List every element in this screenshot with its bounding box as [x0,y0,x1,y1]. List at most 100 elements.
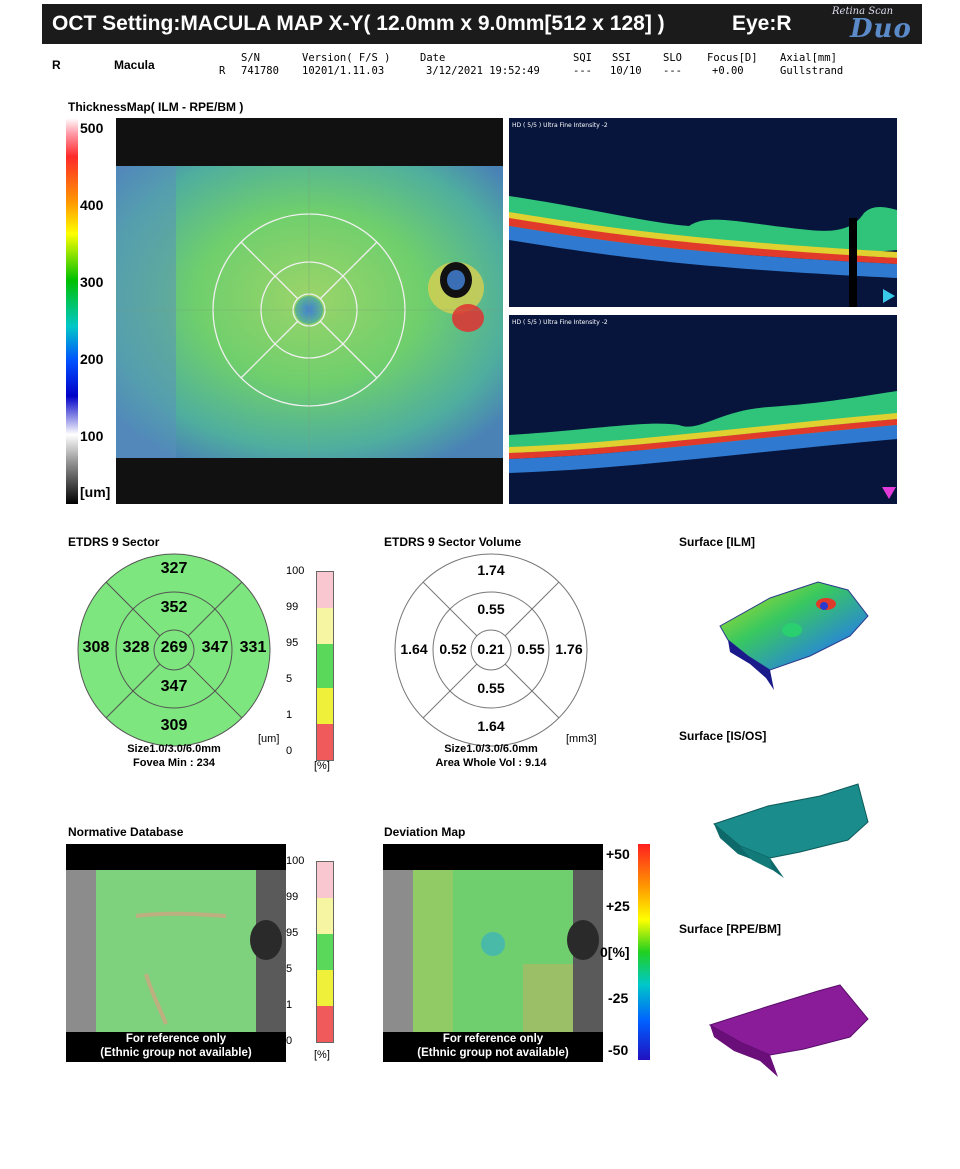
scale-tick-200: 200 [80,351,104,367]
volume-inner-inferior: 0.55 [477,680,505,696]
axial-label: Axial[mm] [780,52,837,64]
brand-logo-tagline: Retina Scan [832,6,894,17]
surface-isos-graphic [712,783,869,878]
version-label: Version( F/S ) [302,52,391,64]
percentile-scale-normative: 100 99 95 5 1 0 [%] [286,853,336,1065]
slo-label: SLO [663,52,682,64]
norm-pct-tick-95: 95 [286,927,299,939]
normative-ref-line1: For reference only [125,1033,227,1045]
surface-rpe-render[interactable] [700,955,880,1085]
bscan-1-label: HD ( 5/5 ) Ultra Fine Intensity -2 [512,122,608,129]
report-title-bar: OCT Setting:MACULA MAP X-Y( 12.0mm x 9.0… [42,4,922,44]
sector-size-label: Size1.0/3.0/6.0mm [127,743,221,755]
deviation-ref-note: For reference only (Ethnic group not ava… [383,1032,603,1060]
sector-inner-nasal: 347 [201,639,229,656]
sqi-label: SQI [573,52,592,64]
surface-ilm-render[interactable] [700,560,880,700]
scan-direction-arrow-icon [882,487,896,499]
surface-isos-render[interactable] [700,760,880,890]
date-value: 3/12/2021 19:52:49 [426,65,540,77]
bscan-vertical-graphic: HD ( 5/5 ) Ultra Fine Intensity -2 [509,315,897,504]
axial-value: Gullstrand [780,65,844,77]
scale-tick-100: 100 [80,428,104,444]
sector-inner-temporal: 328 [122,639,150,656]
dev-tick-zero: 0[%] [600,944,630,960]
dev-tick-plus50: +50 [606,846,630,862]
deviation-ref-line1: For reference only [442,1033,544,1045]
sn-prefix: R [219,65,226,77]
volume-inner-temporal: 0.52 [439,641,467,657]
percentile-scale-sector: 100 99 95 5 1 0 [%] [286,563,336,773]
pct-tick-99: 99 [286,601,299,613]
volume-inner-superior: 0.55 [477,601,505,617]
volume-outer-nasal: 1.76 [555,641,583,657]
norm-pct-tick-100: 100 [286,855,305,867]
normative-title: Normative Database [68,825,184,839]
normative-ref-note: For reference only (Ethnic group not ava… [66,1032,286,1060]
sector-outer-inferior: 309 [160,717,188,734]
thickness-map-graphic [116,166,503,458]
area-whole-vol-label: Area Whole Vol : 9.14 [435,757,547,769]
pct-unit: [%] [314,760,330,772]
focus-value: +0.00 [712,65,744,77]
normative-map[interactable]: For reference only (Ethnic group not ava… [66,844,286,1062]
sector-unit-label: [um] [258,733,280,745]
volume-outer-inferior: 1.64 [477,718,505,734]
sector-inner-inferior: 347 [160,678,188,695]
surface-rpe-title: Surface [RPE/BM] [679,922,782,936]
surface-rpe-graphic [708,984,869,1077]
pct-tick-95: 95 [286,637,299,649]
bscan-vertical[interactable]: HD ( 5/5 ) Ultra Fine Intensity -2 [509,315,897,504]
bscan-2-label: HD ( 5/5 ) Ultra Fine Intensity -2 [512,319,608,326]
etdrs-volume-chart[interactable]: 1.74 0.55 0.21 0.52 0.55 1.64 1.76 0.55 … [393,552,589,748]
deviation-map-graphic [383,870,603,1032]
sector-outer-nasal: 331 [239,639,267,656]
version-value: 10201/1.11.03 [302,65,385,77]
deviation-map[interactable]: For reference only (Ethnic group not ava… [383,844,603,1062]
scan-area: Macula [114,58,155,72]
normative-map-graphic [66,870,286,1032]
normative-ref-line2: (Ethnic group not available) [100,1047,252,1059]
sn-value: 741780 [241,65,279,77]
eye-side: R [52,58,61,72]
surface-ilm-graphic [719,581,869,690]
thickness-map-title: ThicknessMap( ILM - RPE/BM ) [68,100,244,114]
thickness-gradient-bar [66,118,78,504]
scale-tick-300: 300 [80,274,104,290]
deviation-title: Deviation Map [384,825,466,839]
sqi-value: --- [573,65,592,77]
ssi-value: 10/10 [610,65,642,77]
slo-value: --- [663,65,682,77]
dev-tick-minus25: -25 [608,990,629,1006]
volume-outer-superior: 1.74 [477,562,505,578]
etdrs-sector-title: ETDRS 9 Sector [68,535,160,549]
volume-unit-label: [mm3] [566,733,597,745]
volume-inner-nasal: 0.55 [517,641,545,657]
etdrs-sector-chart[interactable]: 327 352 269 328 347 308 331 347 309 [76,552,272,748]
etdrs-volume-rings [394,553,588,747]
thickness-map-image[interactable] [116,118,503,504]
norm-pct-tick-1: 1 [286,999,293,1011]
fovea-min-label: Fovea Min : 234 [133,757,215,769]
scale-tick-400: 400 [80,197,104,213]
eye-indicator: Eye:R [732,12,792,35]
volume-center: 0.21 [477,641,505,657]
pct-tick-0: 0 [286,745,293,757]
sector-center: 269 [160,639,188,656]
surface-ilm-title: Surface [ILM] [679,535,756,549]
deviation-gradient-bar [638,844,650,1060]
etdrs-volume-title: ETDRS 9 Sector Volume [384,535,522,549]
dev-tick-plus25: +25 [606,898,630,914]
norm-pct-unit: [%] [314,1049,330,1061]
norm-pct-tick-0: 0 [286,1035,293,1047]
ssi-label: SSI [612,52,631,64]
norm-pct-tick-5: 5 [286,963,293,975]
scan-info-row: R Macula S/N R 741780 Version( F/S ) 102… [0,48,960,82]
bscan-horizontal[interactable]: HD ( 5/5 ) Ultra Fine Intensity -2 [509,118,897,307]
scale-tick-500: 500 [80,120,104,136]
norm-pct-tick-99: 99 [286,891,299,903]
deviation-ref-line2: (Ethnic group not available) [417,1047,569,1059]
sn-label: S/N [241,52,260,64]
sector-outer-superior: 327 [160,560,188,577]
dev-tick-minus50: -50 [608,1042,629,1058]
